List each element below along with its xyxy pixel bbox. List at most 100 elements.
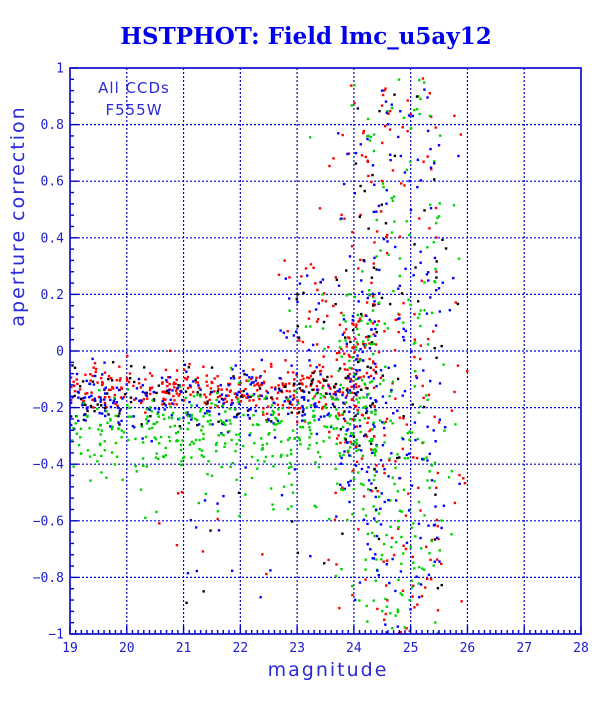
data-point [422,396,425,400]
data-point [108,395,111,399]
data-point [394,397,397,400]
data-point [436,536,439,540]
data-point [412,274,415,277]
data-point [211,423,214,426]
data-point [433,160,436,163]
data-point [330,375,333,378]
data-point [441,238,444,241]
data-point [400,593,404,597]
data-point [380,104,384,107]
data-point [238,433,241,436]
data-point [387,498,390,502]
data-point [142,398,146,401]
data-point [188,413,191,417]
data-point [343,217,346,220]
data-point [339,428,343,431]
data-point [288,390,291,393]
data-point [186,571,190,575]
data-point [244,466,247,469]
data-point [290,452,293,456]
data-point [351,418,354,421]
data-point [190,413,193,417]
data-point [413,567,416,570]
data-point [434,440,437,443]
data-point [103,449,107,452]
data-point [162,417,166,421]
data-point [72,427,75,430]
data-point [428,92,432,95]
data-point [360,319,363,323]
data-point [105,410,108,413]
data-point [407,298,410,301]
data-point [256,382,260,385]
data-point [220,465,223,469]
data-point [275,418,278,421]
data-point [372,421,376,424]
data-point [360,449,363,452]
data-point [185,601,188,605]
data-point [301,425,305,429]
data-point [372,210,376,214]
data-point [408,430,411,433]
data-point [406,431,410,435]
data-point [304,267,308,270]
data-point [90,394,93,398]
data-point [355,386,358,389]
data-point [167,435,171,439]
data-point [379,376,383,380]
data-point [398,477,401,480]
data-point [86,449,90,452]
data-point [162,413,165,417]
data-point [167,375,170,379]
data-point [249,377,253,381]
data-point [186,375,190,379]
data-point [316,451,320,454]
data-point [341,412,345,415]
data-point [355,323,358,326]
data-point [340,567,343,571]
data-point [440,519,443,522]
data-point [113,463,117,466]
data-point [409,208,413,212]
x-tick-label: 23 [289,641,305,656]
data-point [237,383,241,386]
data-point [415,376,419,380]
data-point [265,420,269,423]
x-tick-label: 20 [119,641,135,656]
data-point [373,451,376,454]
data-point [197,501,200,505]
data-point [262,380,266,384]
data-point [77,419,80,423]
data-point [426,479,429,482]
data-point [333,405,336,408]
data-point [174,389,178,392]
data-point [337,284,341,287]
data-point [110,451,114,454]
data-point [177,394,181,397]
data-point [357,448,360,452]
data-point [290,465,293,468]
data-point [379,507,382,510]
data-point [270,404,274,407]
data-point [98,411,101,415]
data-point [242,369,245,373]
data-point [407,114,411,117]
data-point [323,415,326,418]
data-point [438,382,442,385]
data-point [179,448,183,452]
data-point [357,360,360,364]
data-point [384,401,388,405]
data-point [81,380,85,383]
data-point [208,398,211,402]
data-point [354,337,357,340]
data-point [77,391,80,394]
data-point [375,470,378,473]
data-point [192,380,195,383]
data-point [109,419,112,422]
data-point [91,357,94,361]
data-point [107,413,110,416]
data-point [369,135,372,139]
data-point [227,384,231,387]
data-point [363,434,366,438]
data-point [354,383,358,386]
